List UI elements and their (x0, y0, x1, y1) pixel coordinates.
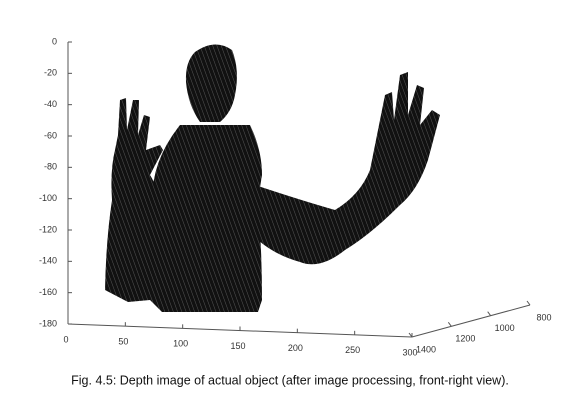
z-tick-label: -180 (39, 318, 57, 328)
y-tick-label: 1400 (416, 344, 436, 354)
z-tick-label: -140 (39, 256, 57, 266)
caption: Fig. 4.5: Depth image of actual object (… (71, 373, 509, 387)
z-tick-label: -120 (39, 224, 57, 234)
y-axis (411, 304, 531, 338)
x-tick-label: 200 (288, 343, 303, 353)
z-tick-label: -160 (39, 287, 57, 297)
z-tick-label: -40 (44, 99, 57, 109)
x-tick-label: 0 (63, 334, 68, 344)
x-tick-label: 150 (230, 341, 245, 351)
y-tick (447, 322, 452, 327)
y-tick-label: 800 (536, 312, 551, 322)
y-tick-label: 1200 (455, 334, 475, 344)
z-tick-label: -80 (44, 162, 57, 172)
x-tick-label: 250 (345, 345, 360, 355)
y-tick (487, 311, 492, 316)
z-tick-label: -60 (44, 130, 57, 140)
y-tick (408, 332, 413, 338)
x-tick-label: 50 (118, 337, 128, 347)
z-tick-label: 0 (52, 36, 57, 46)
y-tick (526, 300, 531, 306)
point-cloud (105, 44, 440, 312)
y-tick-label: 1000 (495, 323, 515, 333)
z-tick-label: -100 (39, 193, 57, 203)
x-tick-label: 100 (173, 339, 188, 349)
z-tick-label: -20 (44, 68, 57, 78)
x-tick-label: 300 (402, 347, 417, 357)
